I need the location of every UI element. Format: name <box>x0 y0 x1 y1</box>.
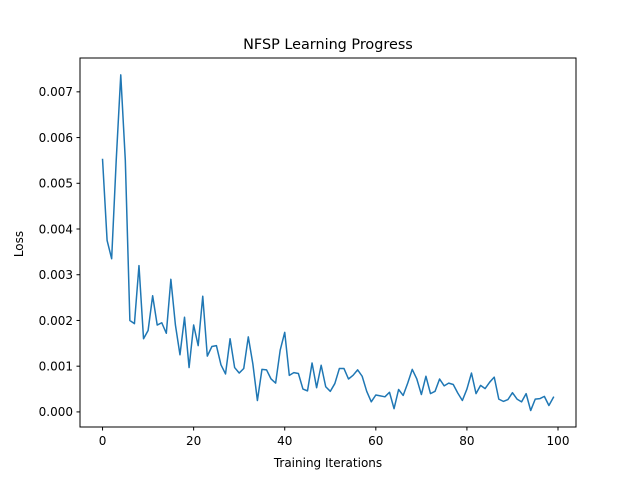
y-tick-label: 0.000 <box>39 405 73 419</box>
x-tick-label: 20 <box>186 434 201 448</box>
y-tick-label: 0.003 <box>39 268 73 282</box>
x-tick-label: 80 <box>459 434 474 448</box>
plot-frame <box>79 57 577 428</box>
y-axis: 0.000 0.001 0.002 0.003 0.004 0.005 0.006 0.007 <box>39 85 80 419</box>
x-axis-label: Training Iterations <box>273 456 382 470</box>
series-layer <box>101 74 555 412</box>
x-axis: 0 20 40 60 80 100 <box>99 427 570 448</box>
y-tick-label: 0.005 <box>39 177 73 191</box>
y-tick-label: 0.006 <box>39 131 73 145</box>
y-tick-label: 0.001 <box>39 359 73 373</box>
chart-title: NFSP Learning Progress <box>243 37 413 53</box>
x-tick-label: 0 <box>99 434 107 448</box>
y-tick-label: 0.002 <box>39 314 73 328</box>
loss-series-line <box>101 74 555 412</box>
y-tick-label: 0.007 <box>39 85 73 99</box>
x-tick-label: 60 <box>368 434 383 448</box>
x-tick-label: 100 <box>547 434 570 448</box>
y-tick-label: 0.004 <box>39 222 73 236</box>
y-axis-label: Loss <box>12 231 26 257</box>
x-tick-label: 40 <box>277 434 292 448</box>
